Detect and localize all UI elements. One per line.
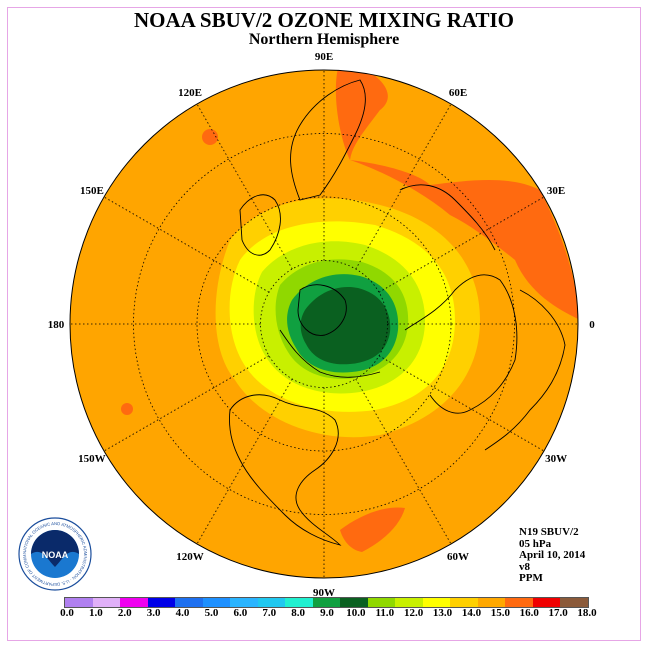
color-scale <box>64 597 589 608</box>
color-scale-swatch <box>367 598 395 607</box>
map-metadata: N19 SBUV/2 05 hPa April 10, 2014 v8 PPM <box>519 526 586 585</box>
color-scale-tick: 14.0 <box>461 607 482 619</box>
coastline-greenland <box>297 284 347 336</box>
field-high-sw <box>340 507 405 552</box>
color-scale-swatch <box>505 598 533 607</box>
color-scale-swatch <box>395 598 423 607</box>
longitude-label: 120W <box>176 551 204 563</box>
coastline-chukotka <box>239 194 281 256</box>
color-scale-tick: 6.0 <box>233 607 248 619</box>
color-scale-swatch <box>92 598 120 607</box>
color-scale-tick: 9.0 <box>320 607 334 619</box>
map-subtitle: Northern Hemisphere <box>248 31 400 48</box>
latitude-circle-30 <box>196 196 452 452</box>
longitude-label: 150W <box>78 453 106 465</box>
longitude-labels: 90E 60E 30E 0 30W 60W 90W 120W 150W 180 150E 120E <box>48 51 596 599</box>
color-scale-swatch <box>230 598 258 607</box>
longitude-label: 120E <box>178 87 202 99</box>
map-boundary <box>69 69 579 579</box>
color-scale-tick: 0.0 <box>60 607 74 619</box>
color-scale-swatch <box>312 598 340 607</box>
longitude-label: 0 <box>589 319 595 331</box>
color-scale-tick: 2.0 <box>117 607 132 619</box>
color-scale-tick: 3.0 <box>146 607 161 619</box>
coastlines <box>229 79 566 546</box>
color-scale-swatch <box>422 598 450 607</box>
color-scale-tick: 17.0 <box>548 607 568 619</box>
logo-bird-icon <box>31 530 79 567</box>
color-scale-swatch <box>202 598 230 607</box>
color-scale-tick: 18.0 <box>577 607 597 619</box>
longitude-label: 150E <box>80 185 104 197</box>
color-scale-tick: 15.0 <box>490 607 510 619</box>
field-high-spot-2 <box>121 403 133 415</box>
color-scale-tick: 8.0 <box>291 607 305 619</box>
color-scale-swatch <box>257 598 285 607</box>
coastline-eurasia <box>399 184 496 251</box>
latitude-circle-0 <box>133 133 515 515</box>
color-scale-swatch <box>477 598 505 607</box>
logo-text: NOAA <box>42 550 69 560</box>
graticule <box>70 70 578 578</box>
ozone-field <box>70 70 578 578</box>
color-scale-swatch <box>340 598 368 607</box>
color-scale-swatch <box>147 598 175 607</box>
color-scale-tick: 13.0 <box>432 607 453 619</box>
field-high-ne <box>335 70 578 320</box>
color-scale-tick: 12.0 <box>404 607 424 619</box>
field-band-8 <box>300 286 391 365</box>
color-scale-swatch <box>532 598 560 607</box>
longitude-label: 30E <box>547 185 565 197</box>
color-scale-swatch <box>450 598 478 607</box>
coastline-africa-north <box>484 289 566 451</box>
meta-units: PPM <box>519 572 543 585</box>
map-title: NOAA SBUV/2 OZONE MIXING RATIO <box>134 8 514 32</box>
longitude-label: 60E <box>449 87 467 99</box>
meta-version: v8 <box>519 560 530 573</box>
color-scale-tick: 16.0 <box>519 607 539 619</box>
color-scale-swatch <box>65 598 93 607</box>
color-scale-tick: 5.0 <box>204 607 219 619</box>
longitude-label: 180 <box>48 319 65 331</box>
color-scale-ticks: 0.0 1.0 2.0 3.0 4.0 5.0 6.0 7.0 8.0 9.0 10.0 11.0 12… <box>60 607 597 621</box>
meta-date: April 10, 2014 <box>519 549 586 562</box>
color-scale-tick: 1.0 <box>89 607 103 619</box>
coastline-siberia <box>290 79 366 201</box>
meta-satellite: N19 SBUV/2 <box>519 526 579 538</box>
color-scale-tick: 7.0 <box>262 607 277 619</box>
figure-frame <box>7 7 641 641</box>
meta-level: 05 hPa <box>519 537 552 550</box>
color-scale-swatch <box>285 598 313 607</box>
longitude-label: 90W <box>313 587 335 599</box>
color-scale-tick: 10.0 <box>346 607 366 619</box>
longitude-label: 90E <box>315 51 333 63</box>
color-scale-swatch <box>560 598 588 607</box>
color-scale-swatch <box>120 598 148 607</box>
coastline-north-america <box>229 394 342 546</box>
coastline-arctic-canada <box>279 329 381 378</box>
longitude-label: 60W <box>447 551 469 563</box>
color-scale-tick: 11.0 <box>375 607 395 619</box>
coastline-europe <box>404 274 518 414</box>
longitude-label: 30W <box>545 453 567 465</box>
color-scale-swatch <box>175 598 203 607</box>
noaa-logo: NATIONAL OCEANIC AND ATMOSPHERIC ADMINIS… <box>18 517 92 591</box>
color-scale-tick: 4.0 <box>175 607 190 619</box>
